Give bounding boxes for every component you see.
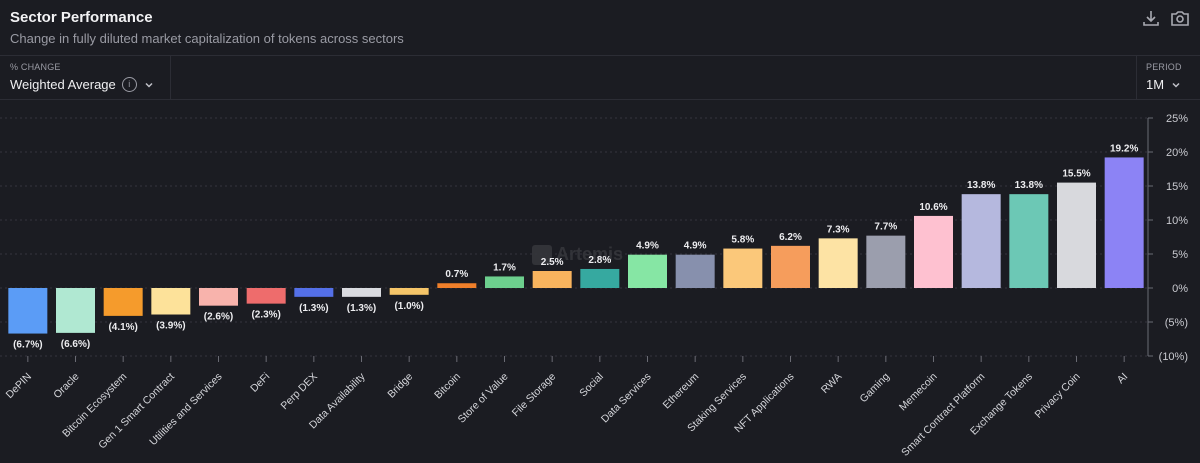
bar-store-of-value[interactable] [485, 276, 524, 288]
y-tick-label: (10%) [1159, 351, 1188, 363]
controls-divider [0, 99, 1200, 100]
bar-ai[interactable] [1104, 157, 1144, 288]
chevron-down-icon [145, 82, 153, 88]
bar-nft-applications[interactable] [771, 245, 810, 288]
bar-gen-1-smart-contract[interactable] [151, 288, 191, 315]
data-label: 15.5% [1062, 169, 1090, 180]
x-tick-label: Perp DEX [278, 371, 319, 412]
data-label: 2.5% [541, 257, 564, 268]
data-label: (1.3%) [347, 303, 376, 314]
bar-depin[interactable] [8, 288, 48, 334]
data-label: 1.7% [493, 262, 516, 273]
y-tick-label: 10% [1166, 215, 1188, 227]
x-tick-label: AI [1115, 371, 1131, 387]
bar-staking-services[interactable] [723, 248, 763, 288]
x-tick-label: Memecoin [897, 371, 940, 414]
x-tick-label: Data Services [599, 371, 654, 426]
period-dropdown[interactable]: 1M [1146, 77, 1182, 92]
bar-bitcoin-ecosystem[interactable] [103, 288, 143, 316]
y-tick-label: 5% [1172, 249, 1188, 261]
data-label: 5.8% [731, 235, 754, 246]
bar-bridge[interactable] [389, 288, 429, 295]
data-label: 2.8% [588, 255, 611, 266]
bar-defi[interactable] [246, 288, 286, 304]
chart-title: Sector Performance [10, 9, 153, 26]
x-tick-label: DePIN [4, 371, 34, 401]
period-value: 1M [1146, 77, 1165, 92]
x-tick-label: Smart Contract Platform [899, 370, 987, 458]
bar-social[interactable] [580, 268, 620, 288]
watermark-text: Artemis [556, 244, 624, 264]
chevron-down-icon [1172, 82, 1180, 88]
chart-subtitle: Change in fully diluted market capitaliz… [10, 31, 404, 46]
bar-oracle[interactable] [56, 288, 95, 333]
data-label: (1.0%) [394, 301, 423, 312]
bar-gaming[interactable] [866, 235, 906, 288]
y-tick-label: 15% [1166, 181, 1188, 193]
x-tick-label: Bridge [385, 371, 415, 401]
x-tick-label: DeFi [248, 371, 272, 395]
x-tick-label: Oracle [51, 371, 81, 401]
controls-separator [170, 55, 171, 99]
data-label: (2.3%) [251, 310, 280, 321]
y-tick-label: 25% [1166, 113, 1188, 125]
data-label: (6.6%) [61, 339, 90, 350]
data-label: 13.8% [1015, 180, 1043, 191]
data-label: 6.2% [779, 232, 802, 243]
bar-ethereum[interactable] [675, 254, 715, 288]
data-label: 4.9% [636, 241, 659, 252]
bar-rwa[interactable] [818, 238, 858, 288]
x-tick-label: Store of Value [456, 371, 511, 426]
bar-bitcoin[interactable] [437, 283, 477, 288]
x-tick-label: File Storage [510, 371, 559, 420]
x-tick-label: Privacy Coin [1032, 371, 1082, 421]
data-label: 10.6% [919, 202, 947, 213]
x-tick-label: Ethereum [661, 370, 702, 411]
data-label: 4.9% [684, 241, 707, 252]
camera-icon[interactable] [1170, 8, 1190, 28]
data-label: (4.1%) [108, 322, 137, 333]
x-tick-label: RWA [819, 371, 844, 396]
data-label: (2.6%) [204, 312, 233, 323]
y-tick-label: 20% [1166, 147, 1188, 159]
download-icon[interactable] [1141, 8, 1161, 28]
period-label: PERIOD [1146, 62, 1182, 72]
bar-smart-contract-platform[interactable] [961, 194, 1001, 288]
y-tick-label: (5%) [1165, 317, 1188, 329]
bar-data-availability[interactable] [342, 288, 381, 297]
data-label: (6.7%) [13, 340, 42, 351]
data-label: 7.7% [874, 222, 897, 233]
data-label: 0.7% [445, 269, 468, 280]
data-label: 19.2% [1110, 143, 1138, 154]
controls-separator [1136, 55, 1137, 99]
bar-exchange-tokens[interactable] [1009, 194, 1049, 288]
data-label: (1.3%) [299, 303, 328, 314]
change-label: % CHANGE [10, 62, 61, 72]
bar-data-services[interactable] [628, 254, 667, 288]
bar-file-storage[interactable] [532, 271, 572, 288]
y-tick-label: 0% [1172, 283, 1188, 295]
change-value: Weighted Average [10, 77, 116, 92]
bar-utilities-and-services[interactable] [199, 288, 238, 306]
data-label: 7.3% [827, 224, 850, 235]
x-tick-label: Social [577, 371, 606, 400]
change-dropdown[interactable]: Weighted Average i [10, 77, 155, 92]
data-label: (3.9%) [156, 321, 185, 332]
x-tick-label: Bitcoin [432, 371, 463, 402]
x-tick-label: Gaming [857, 371, 892, 406]
bar-memecoin[interactable] [914, 215, 953, 288]
bar-perp-dex[interactable] [294, 288, 334, 297]
header-divider [0, 55, 1200, 56]
bar-privacy-coin[interactable] [1057, 182, 1096, 288]
info-icon[interactable]: i [121, 77, 137, 92]
data-label: 13.8% [967, 180, 995, 191]
